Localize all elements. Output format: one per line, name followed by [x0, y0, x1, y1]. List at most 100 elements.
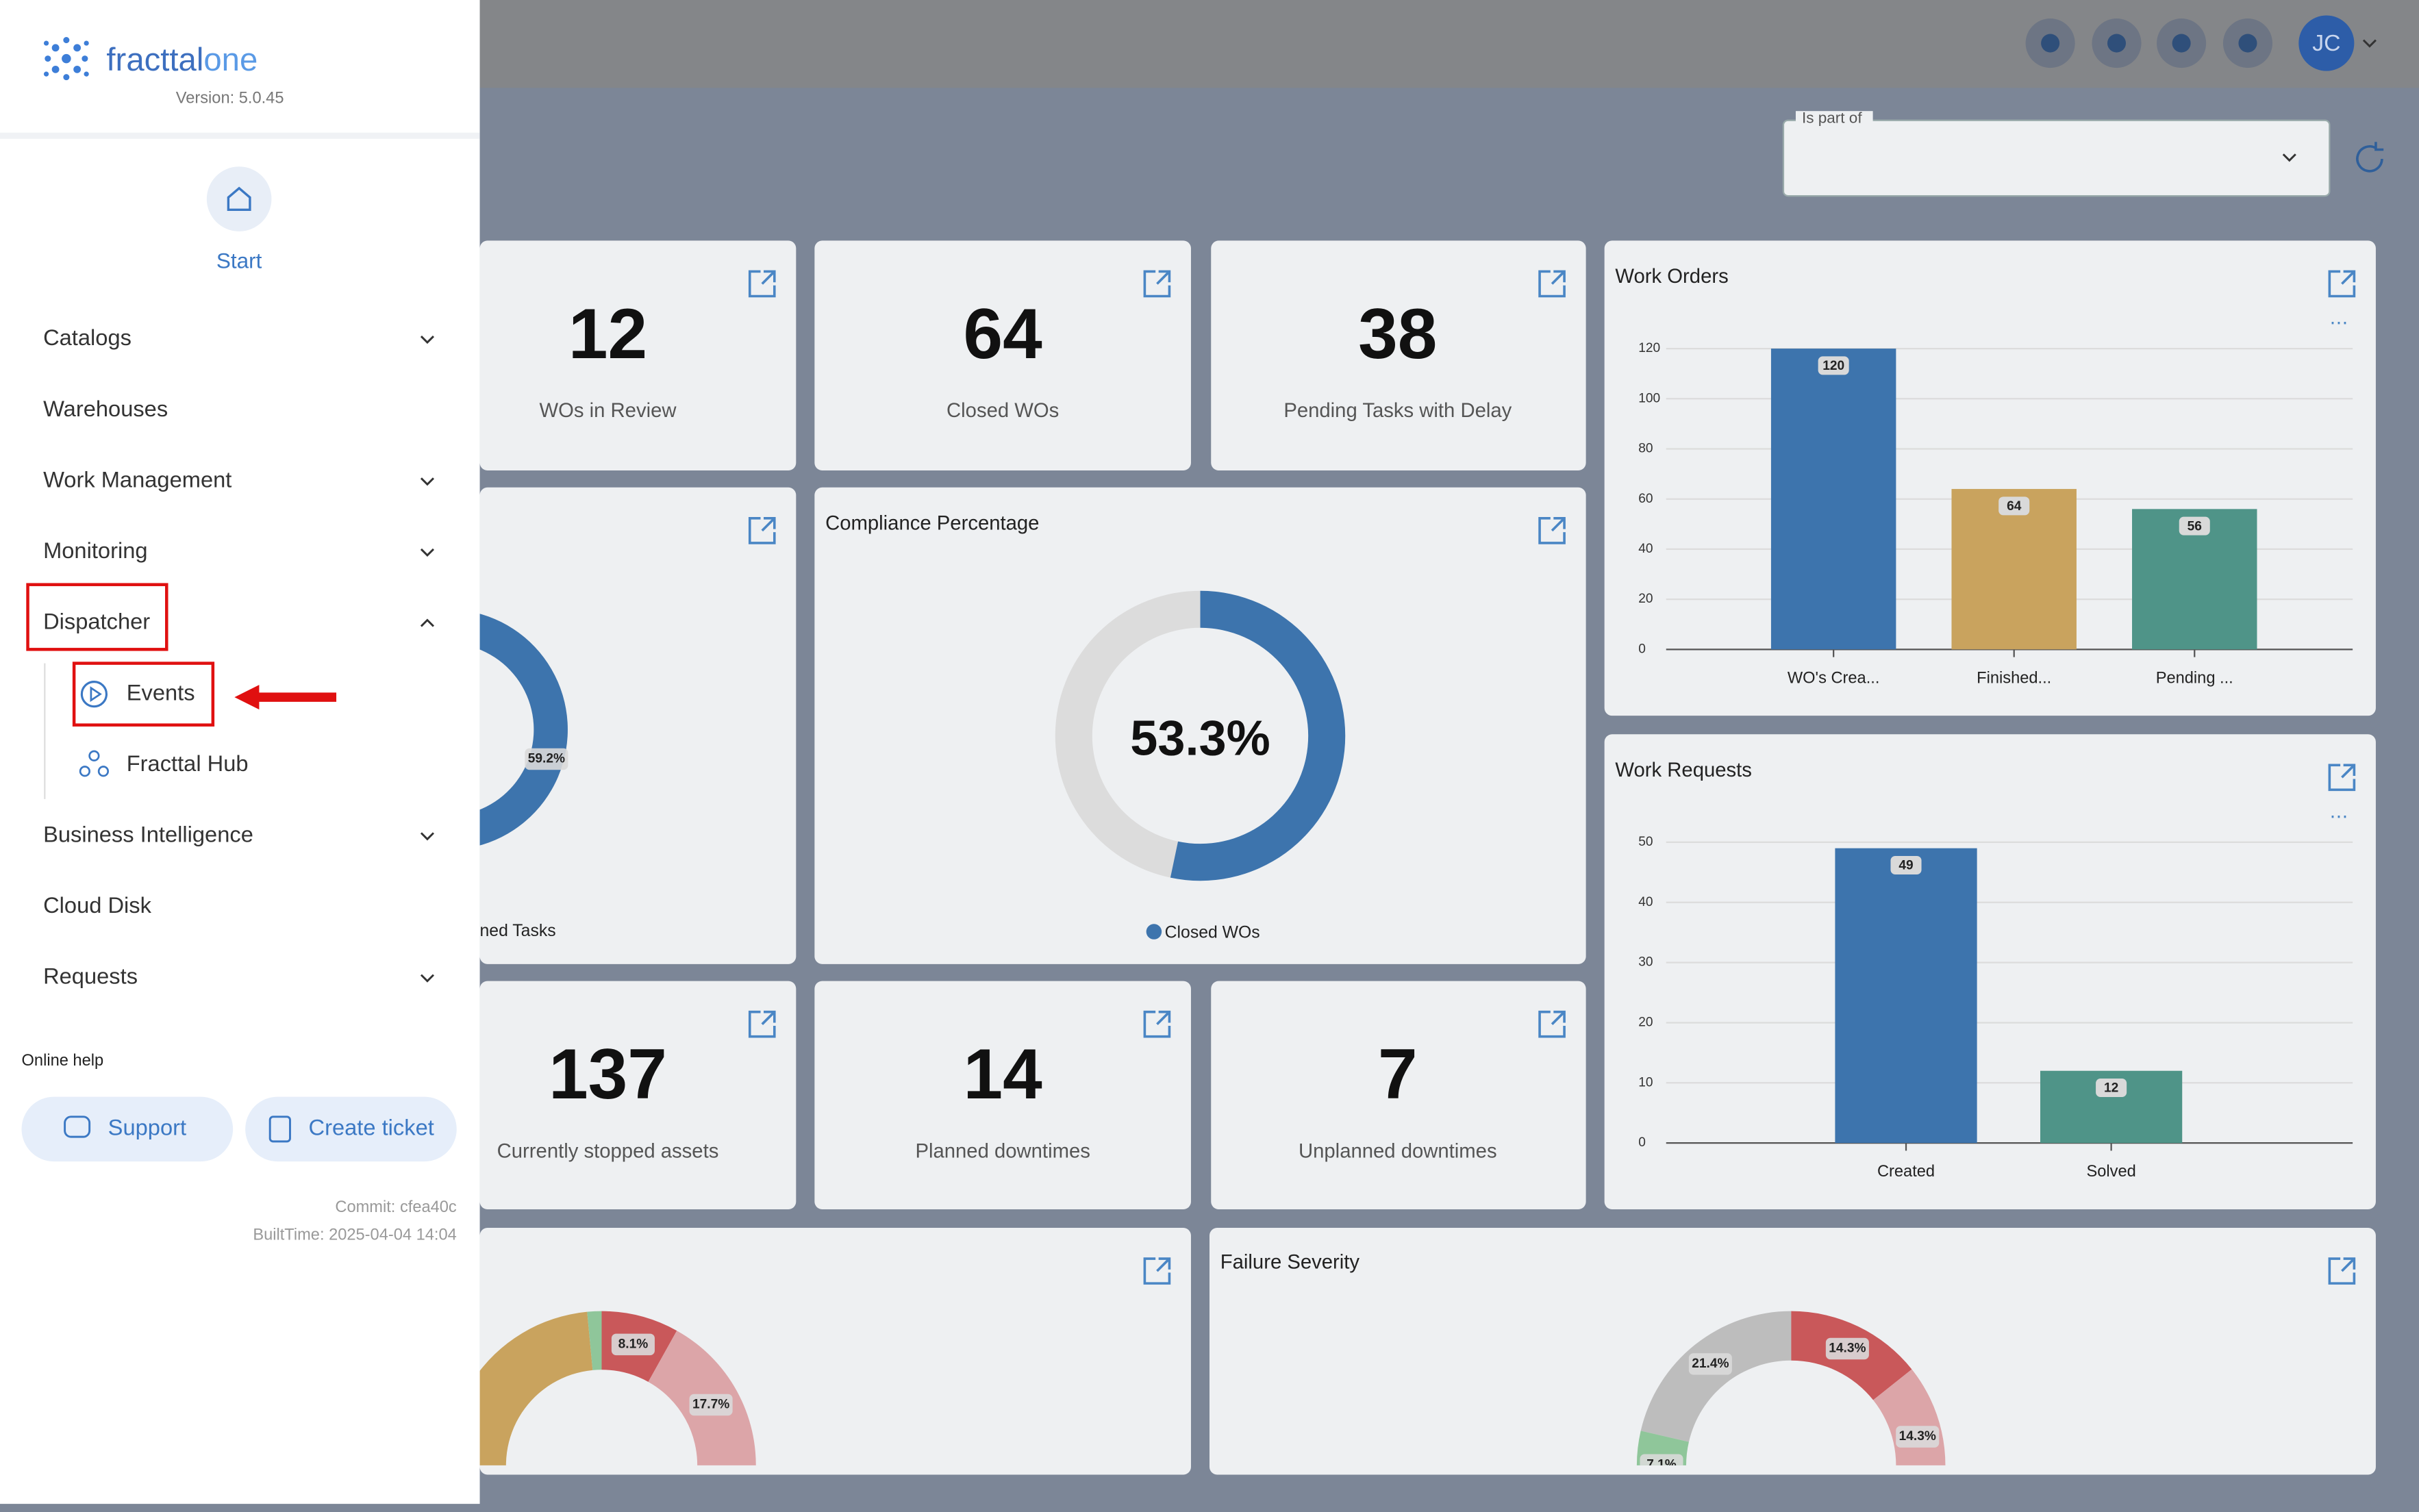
open-link-icon[interactable]: [748, 1010, 776, 1038]
donut-segment-other: [479, 1311, 593, 1465]
y-tick-label: 120: [1638, 341, 1660, 355]
ticket-button[interactable]: [245, 1096, 457, 1162]
header-icon-glyph: [2041, 34, 2060, 53]
open-link-icon[interactable]: [1538, 270, 1566, 298]
bar[interactable]: [1835, 848, 1977, 1144]
more-menu: ⋯: [2329, 806, 2348, 827]
filter-label-bg: [1795, 111, 1873, 127]
logo-dot: [43, 40, 49, 46]
x-tick-label: Solved: [2086, 1163, 2135, 1181]
start-icon-bg[interactable]: [206, 166, 272, 231]
header-icon-glyph: [2107, 34, 2127, 53]
kpi-label: Currently stopped assets: [497, 1139, 719, 1162]
data-label: 49: [1898, 859, 1913, 873]
avatar[interactable]: [2298, 15, 2355, 71]
menu-item[interactable]: Catalogs: [43, 325, 131, 350]
data-label-bg: [1890, 855, 1922, 874]
menu-item[interactable]: Dispatcher: [43, 609, 150, 634]
menu-item[interactable]: Business Intelligence: [43, 822, 253, 847]
data-label: 120: [1822, 359, 1844, 373]
kpi-label: Pending Tasks with Delay: [1283, 399, 1512, 422]
filter-label: Is part of: [1802, 109, 1862, 126]
y-tick-label: 30: [1638, 955, 1653, 970]
kpi-label: Closed WOs: [947, 399, 1059, 422]
logo-dot: [82, 55, 88, 62]
ticket-label[interactable]: Create ticket: [309, 1114, 434, 1139]
data-label-bg: [1818, 356, 1849, 375]
x-tick-label: Pending ...: [2156, 669, 2233, 687]
version: Version: 5.0.45: [176, 89, 284, 107]
menu-item[interactable]: Warehouses: [43, 396, 168, 421]
card: [814, 240, 1191, 471]
submenu-item[interactable]: Fracttal Hub: [127, 751, 249, 776]
open-link-icon[interactable]: [1538, 517, 1566, 544]
legend-label: ned Tasks: [480, 922, 556, 940]
chevron: [420, 974, 435, 983]
support-button[interactable]: [21, 1096, 234, 1162]
y-tick-label: 0: [1638, 1135, 1646, 1150]
logo-dot: [84, 40, 89, 46]
y-tick-label: 0: [1638, 642, 1646, 656]
home-icon: [227, 186, 251, 212]
support-icon: [64, 1116, 91, 1138]
x-tick-label: Created: [1877, 1163, 1935, 1181]
refresh-icon[interactable]: [2356, 142, 2384, 173]
data-label: 14.3%: [1899, 1429, 1936, 1444]
logo-dot: [62, 53, 71, 64]
open-link-icon[interactable]: [2328, 270, 2356, 298]
bar[interactable]: [1951, 489, 2077, 650]
open-link-icon[interactable]: [1143, 1257, 1171, 1285]
card: [1604, 734, 2376, 1209]
card: [479, 1228, 1191, 1475]
data-label: 14.3%: [1829, 1341, 1866, 1356]
open-link-icon[interactable]: [1538, 1010, 1566, 1038]
chevron: [420, 832, 435, 841]
filter-box[interactable]: [1782, 119, 2331, 197]
kpi-value: 38: [1358, 294, 1437, 373]
donut-track: [1055, 590, 1201, 878]
kpi-value: 14: [964, 1034, 1043, 1113]
open-link-icon[interactable]: [748, 517, 776, 544]
open-link-icon[interactable]: [748, 270, 776, 298]
open-link-icon[interactable]: [2328, 1257, 2356, 1285]
logo-dot: [73, 44, 82, 52]
legend-swatch: [1146, 924, 1162, 940]
data-label: 8.1%: [618, 1337, 649, 1351]
submenu-item[interactable]: Events: [127, 679, 195, 705]
logo-part: one: [203, 42, 258, 78]
data-label: 12: [2104, 1081, 2118, 1096]
donut-segment: [1640, 1311, 1792, 1442]
data-label-bg: [2096, 1078, 2127, 1098]
menu-item[interactable]: Requests: [43, 963, 138, 989]
bar[interactable]: [1770, 349, 1896, 650]
kpi-value: 64: [964, 294, 1043, 373]
open-link-icon[interactable]: [2328, 764, 2356, 792]
y-tick-label: 100: [1638, 391, 1660, 405]
chart-title: Work Orders: [1615, 265, 1728, 288]
menu-item[interactable]: Cloud Disk: [43, 892, 152, 918]
chevron: [420, 477, 435, 486]
arrow-head: [234, 685, 260, 710]
logo-dot: [51, 65, 60, 73]
support-label[interactable]: Support: [108, 1114, 186, 1139]
logo-part: fracttal: [106, 42, 203, 78]
hub-icon: [79, 766, 90, 777]
header-icon-glyph: [2172, 34, 2191, 53]
data-label-bg: [1688, 1353, 1732, 1375]
menu-item[interactable]: Monitoring: [43, 538, 147, 563]
open-link-icon[interactable]: [1143, 1010, 1171, 1038]
menu-item[interactable]: Work Management: [43, 466, 231, 492]
user-initials: JC: [2312, 30, 2340, 56]
data-label: 59.2%: [528, 752, 565, 766]
x-tick-label: Finished...: [1977, 669, 2051, 687]
y-tick-label: 50: [1638, 835, 1653, 849]
open-link-icon[interactable]: [1143, 270, 1171, 298]
data-label-bg: [1825, 1337, 1869, 1360]
donut-segment: [1170, 590, 1346, 881]
donut-segment: [381, 609, 568, 850]
kpi-value: 12: [568, 294, 647, 373]
y-tick-label: 20: [1638, 592, 1653, 606]
y-tick-label: 80: [1638, 442, 1653, 456]
y-tick-label: 60: [1638, 492, 1653, 506]
bottom-donuts: 8.1% 17.7% 14.3% 14.3% 21.4% 7.1%: [479, 1311, 1946, 1465]
